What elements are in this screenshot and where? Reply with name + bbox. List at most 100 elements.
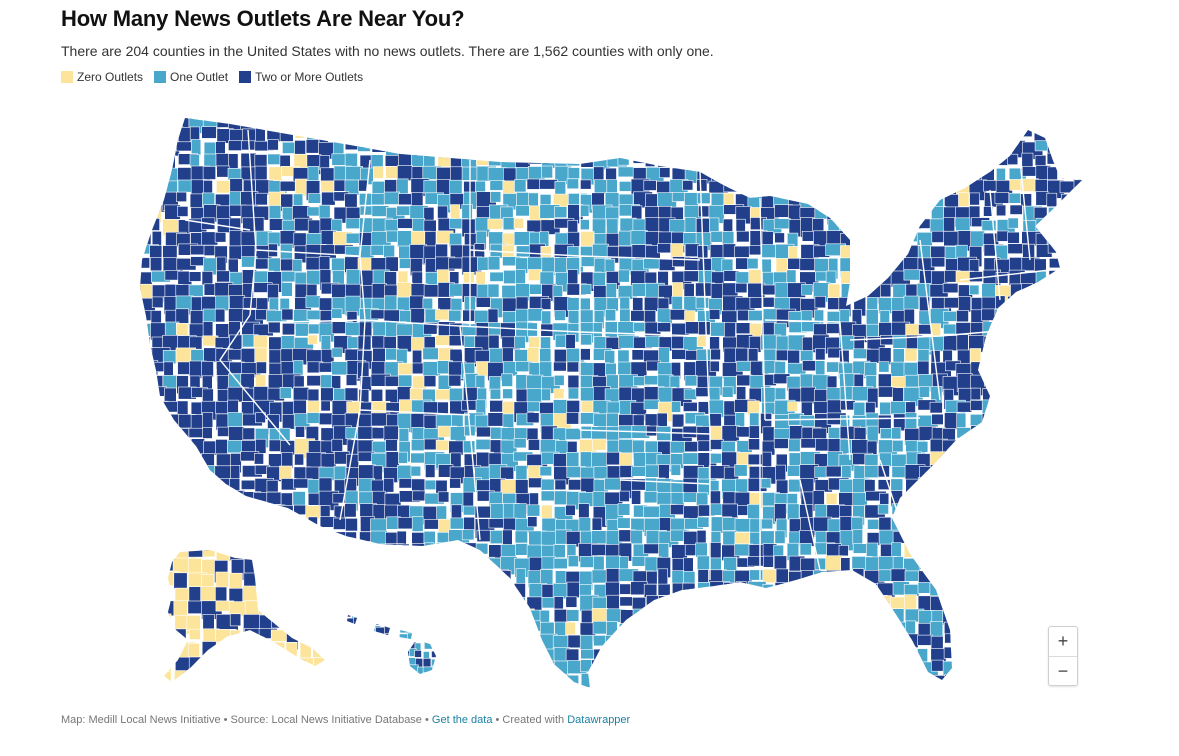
county-cell bbox=[374, 658, 387, 672]
county-cell bbox=[189, 154, 200, 167]
county-cell bbox=[1008, 401, 1025, 418]
county-cell bbox=[669, 309, 687, 321]
state-border-line bbox=[849, 335, 941, 341]
county-cell bbox=[1021, 439, 1041, 458]
county-cell bbox=[149, 218, 160, 231]
county-cell bbox=[346, 545, 360, 564]
county-cell bbox=[604, 350, 616, 364]
county-cell bbox=[243, 572, 261, 588]
county-cell bbox=[593, 673, 606, 688]
county-cell bbox=[1046, 504, 1065, 521]
county-map[interactable] bbox=[60, 100, 1120, 705]
county-cell bbox=[826, 647, 838, 660]
county-cell bbox=[500, 661, 521, 679]
zoom-out-button[interactable]: − bbox=[1049, 656, 1077, 686]
county-cell bbox=[307, 607, 319, 626]
county-cell bbox=[140, 440, 156, 458]
county-cell bbox=[321, 569, 332, 590]
county-cell bbox=[1073, 465, 1082, 484]
county-cell bbox=[955, 686, 974, 688]
county-cell bbox=[266, 583, 283, 602]
county-cell bbox=[268, 439, 283, 452]
county-cell bbox=[359, 615, 371, 616]
county-cell bbox=[383, 685, 399, 688]
county-cell bbox=[747, 179, 769, 191]
county-cell bbox=[255, 258, 269, 270]
county-cell bbox=[632, 673, 648, 685]
county-cell bbox=[293, 555, 311, 569]
map-svg[interactable] bbox=[60, 100, 1120, 705]
county-cell bbox=[400, 618, 414, 630]
county-cell bbox=[630, 118, 644, 132]
county-cell bbox=[800, 165, 818, 180]
footer-separator: • bbox=[492, 714, 503, 726]
county-cell bbox=[305, 555, 319, 575]
county-cell bbox=[891, 204, 911, 222]
county-cell bbox=[970, 620, 991, 631]
county-cell bbox=[487, 673, 498, 688]
datawrapper-link[interactable]: Datawrapper bbox=[567, 714, 631, 726]
county-cell bbox=[384, 219, 399, 233]
county-cell bbox=[995, 646, 1010, 666]
county-cell bbox=[361, 625, 370, 636]
county-cell bbox=[788, 583, 800, 595]
county-cell bbox=[271, 573, 294, 592]
county-cell bbox=[683, 673, 701, 688]
county-cell bbox=[710, 686, 729, 688]
county-cell bbox=[943, 646, 954, 659]
county-cell bbox=[216, 685, 236, 697]
county-cell bbox=[866, 595, 888, 611]
county-cell bbox=[658, 118, 679, 136]
county-cell bbox=[1007, 583, 1019, 599]
county-cell bbox=[320, 400, 331, 412]
county-cell bbox=[866, 139, 887, 158]
county-cell bbox=[280, 505, 294, 524]
county-cell bbox=[799, 126, 810, 147]
county-cell bbox=[879, 118, 898, 135]
county-cell bbox=[1008, 118, 1027, 136]
county-cell bbox=[1033, 387, 1052, 404]
county-cell bbox=[140, 142, 156, 163]
county-cell bbox=[995, 272, 1009, 284]
county-cell bbox=[305, 582, 316, 603]
county-cell bbox=[282, 662, 295, 682]
county-cell bbox=[1049, 466, 1065, 486]
county-cell bbox=[332, 686, 348, 688]
zoom-in-button[interactable]: + bbox=[1057, 631, 1069, 651]
county-cell bbox=[996, 465, 1008, 482]
county-cell bbox=[333, 648, 355, 667]
county-cell bbox=[695, 153, 718, 175]
footer: Map: Medill Local News Initiative • Sour… bbox=[61, 714, 630, 726]
county-cell bbox=[723, 607, 736, 627]
county-cell bbox=[333, 595, 348, 608]
county-cell bbox=[942, 686, 957, 688]
county-cell bbox=[279, 386, 292, 399]
county-cell bbox=[462, 309, 477, 322]
county-cell bbox=[957, 620, 971, 637]
county-cell bbox=[515, 648, 533, 660]
county-cell bbox=[541, 556, 556, 570]
get-the-data-link[interactable]: Get the data bbox=[431, 714, 493, 726]
county-cell bbox=[1009, 452, 1024, 467]
county-cell bbox=[918, 685, 936, 688]
county-cell bbox=[802, 360, 817, 372]
county-cell bbox=[1059, 427, 1072, 447]
county-cell bbox=[462, 674, 476, 687]
county-cell bbox=[175, 531, 188, 549]
legend-label-zero: Zero Outlets bbox=[77, 70, 144, 84]
county-cell bbox=[646, 570, 658, 585]
county-cell bbox=[892, 220, 908, 236]
county-cell bbox=[189, 336, 203, 350]
county-cell bbox=[383, 425, 399, 441]
county-cell bbox=[345, 218, 361, 229]
county-cell bbox=[747, 400, 760, 415]
county-cell bbox=[273, 601, 288, 618]
county-cell bbox=[540, 686, 555, 688]
county-cell bbox=[149, 165, 169, 176]
county-cell bbox=[656, 412, 668, 427]
legend-swatch-one bbox=[154, 71, 167, 83]
county-cell bbox=[1034, 283, 1049, 298]
county-cell bbox=[462, 568, 473, 588]
county-cell bbox=[671, 296, 683, 312]
county-cell bbox=[370, 244, 386, 256]
